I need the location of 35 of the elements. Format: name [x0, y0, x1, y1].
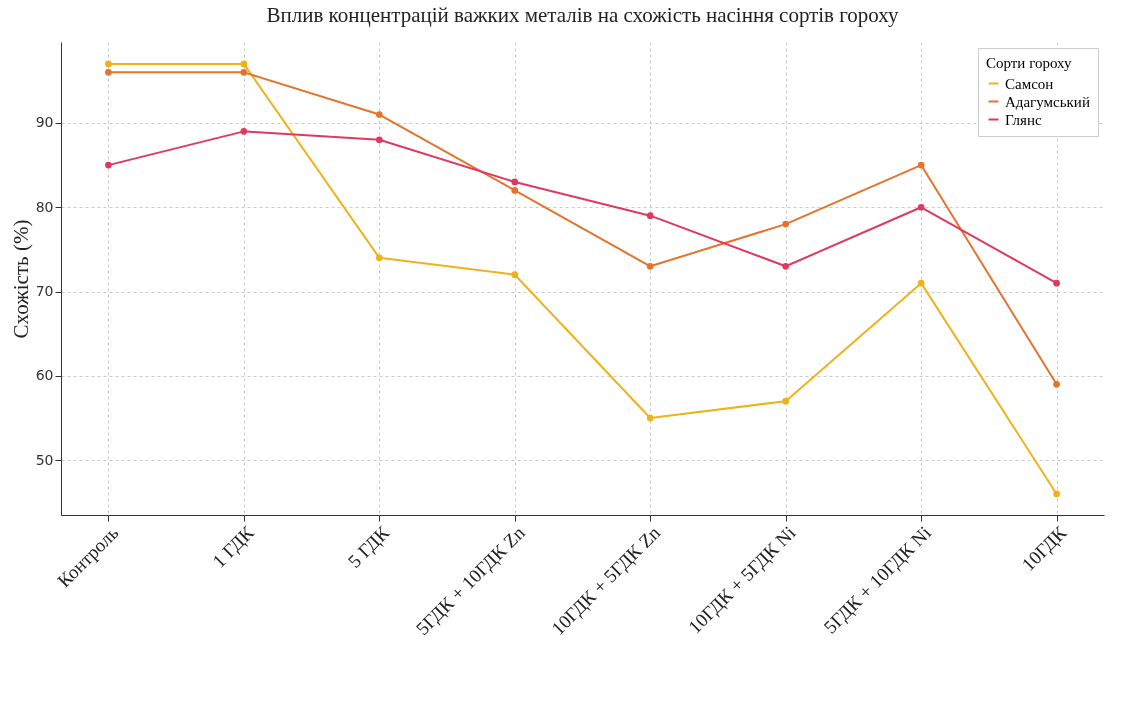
point [917, 203, 925, 211]
point [646, 212, 654, 220]
point [917, 161, 925, 169]
point [105, 161, 112, 169]
y-tick-label: 50 [35, 451, 54, 468]
point [240, 69, 248, 76]
y-tick-label: 80 [35, 198, 54, 215]
y-axis-title: Схожість (%) [8, 219, 33, 339]
point [105, 60, 112, 68]
point [782, 262, 790, 270]
legend-label: Глянс [1005, 111, 1042, 128]
point [511, 271, 519, 279]
point [917, 279, 925, 287]
point [375, 136, 383, 144]
point [240, 128, 248, 135]
chart-title: Вплив концентрацій важких металів на схожість насіння сортів гороху [266, 3, 900, 27]
point [782, 220, 790, 228]
point [375, 254, 383, 262]
point [1053, 380, 1060, 388]
point [511, 178, 519, 186]
point [240, 60, 248, 68]
legend-label: Адагумський [1005, 93, 1090, 110]
point [646, 414, 654, 422]
point [375, 111, 383, 118]
point [1053, 279, 1060, 287]
point [782, 397, 790, 405]
legend-label: Самсон [1005, 75, 1054, 92]
point [646, 262, 654, 270]
y-tick-label: 70 [35, 283, 54, 300]
point [105, 69, 112, 76]
point [511, 187, 519, 194]
y-tick-label: 90 [35, 114, 54, 131]
legend-title: Сорти гороху [986, 55, 1072, 71]
point [1053, 490, 1060, 498]
y-tick-label: 60 [35, 367, 54, 384]
